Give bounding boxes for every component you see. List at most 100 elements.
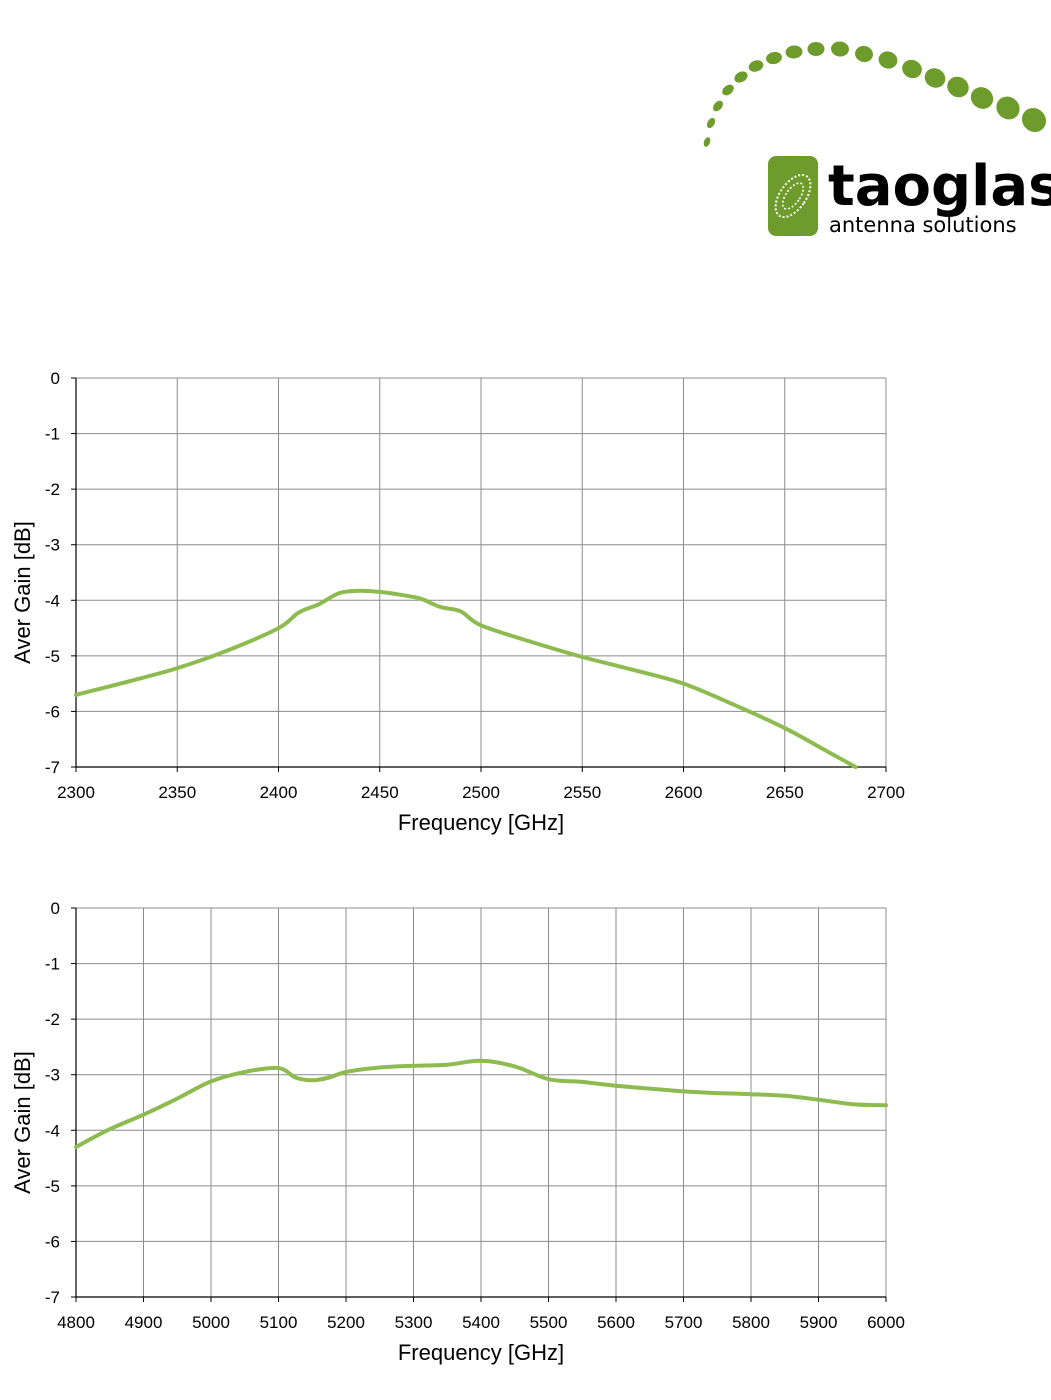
gain-chart-5000-band: 0 -1 -2 -3 -4 -5 -6 -7 4800 4900 5000 5100 5200 5300 5…: [10, 899, 905, 1365]
y-tick-label: 0: [51, 899, 60, 918]
gain-series-line: [74, 588, 858, 769]
gain-data-point: [294, 1077, 296, 1078]
x-axis-label: Frequency [GHz]: [398, 1340, 564, 1365]
logo-dot-0: [703, 137, 711, 147]
gain-data-point: [851, 1103, 853, 1105]
gain-data-point: [440, 606, 441, 608]
logo-dot-9: [831, 41, 849, 57]
gain-data-point: [716, 1092, 718, 1094]
gain-data-point: [278, 1067, 279, 1069]
x-tick-label: 2450: [361, 783, 399, 802]
x-tick-label: 5700: [665, 1313, 703, 1332]
y-tick-label: -3: [45, 536, 60, 555]
x-tick-label: 5300: [395, 1313, 433, 1332]
logo-dot-14: [947, 76, 969, 98]
gain-data-point: [581, 656, 583, 658]
logo-wordmark: taoglas: [828, 154, 1051, 219]
logo-mark-icon: [768, 156, 818, 236]
logo-tagline: antenna solutions: [829, 213, 1017, 237]
gain-data-point: [632, 669, 634, 671]
logo-dot-5: [748, 60, 764, 72]
gain-data-point: [338, 592, 340, 594]
x-tick-label: 5000: [192, 1313, 230, 1332]
y-tick-label: -2: [45, 1010, 60, 1029]
y-tick-label: -5: [45, 647, 60, 666]
gain-data-point: [298, 612, 300, 613]
logo-dot-16: [996, 96, 1020, 120]
gain-data-point: [379, 1067, 381, 1068]
gain-data-point: [750, 1093, 752, 1095]
x-tick-label: 5100: [260, 1313, 298, 1332]
y-tick-label: -7: [45, 758, 60, 777]
y-axis-label: Aver Gain [dB]: [10, 1051, 35, 1194]
gain-data-point: [460, 610, 462, 612]
gain-data-point: [328, 1077, 330, 1078]
grid: [76, 907, 887, 1297]
logo-dot-17: [1021, 108, 1047, 132]
gain-data-point: [143, 1114, 144, 1116]
logo-dot-11: [878, 51, 898, 69]
taoglas-logo: taoglas antenna solutions: [703, 41, 1051, 237]
gain-data-point: [855, 766, 857, 768]
gain-data-point: [176, 667, 178, 669]
x-tick-label: 4800: [57, 1313, 95, 1332]
x-tick-label: 5800: [732, 1313, 770, 1332]
gain-data-point: [75, 694, 77, 696]
gain-data-point: [885, 1104, 887, 1106]
logo-dot-6: [766, 51, 782, 65]
x-tick-label: 5200: [327, 1313, 365, 1332]
gain-data-point: [446, 1064, 448, 1066]
x-tick-label: 2650: [766, 783, 804, 802]
x-tick-label: 6000: [867, 1313, 905, 1332]
gain-data-point: [345, 1071, 347, 1073]
y-tick-label: -5: [45, 1177, 60, 1196]
gain-data-point: [419, 598, 421, 600]
gain-data-point: [227, 649, 229, 651]
x-tick-label: 2400: [260, 783, 298, 802]
gain-data-point: [75, 1146, 77, 1148]
logo-dot-13: [924, 68, 946, 88]
gain-data-point: [649, 1088, 651, 1090]
y-tick-label: -6: [45, 1232, 60, 1251]
gain-data-point: [176, 1098, 178, 1100]
x-axis-label: Frequency [GHz]: [398, 810, 564, 835]
gain-data-point: [733, 704, 735, 706]
logo-dot-10: [855, 45, 873, 63]
gain-data-point: [109, 1128, 111, 1130]
x-tick-label: 2600: [665, 783, 703, 802]
gain-data-point: [318, 603, 320, 605]
logo-dot-12: [902, 59, 922, 79]
y-tick-label: -1: [45, 425, 60, 444]
y-tick-label: -4: [45, 1121, 60, 1140]
x-tick-label: 2300: [57, 783, 95, 802]
x-tick-label: 2350: [158, 783, 196, 802]
x-tick-label: 5900: [800, 1313, 838, 1332]
y-tick-label: -7: [45, 1288, 60, 1307]
x-tick-label: 2700: [867, 783, 905, 802]
gain-data-point: [818, 1099, 819, 1101]
gain-data-point: [531, 641, 533, 643]
x-tick-label: 5400: [462, 1313, 500, 1332]
gain-data-point: [514, 1065, 516, 1067]
logo-dot-15: [970, 87, 994, 109]
y-tick-label: -3: [45, 1066, 60, 1085]
y-tick-label: -1: [45, 955, 60, 974]
grid: [76, 377, 887, 767]
gain-data-point: [399, 594, 401, 596]
gain-data-point: [126, 681, 128, 683]
gain-data-point: [683, 683, 684, 685]
y-tick-label: -2: [45, 480, 60, 499]
gain-data-point: [278, 627, 279, 629]
gain-data-point: [784, 1095, 786, 1097]
y-tick-label: 0: [51, 369, 60, 388]
gain-data-point: [210, 1080, 212, 1082]
gain-data-point: [413, 1065, 414, 1067]
gain-data-point: [581, 1081, 583, 1083]
x-tick-label: 5600: [597, 1313, 635, 1332]
logo-dot-2: [713, 100, 723, 112]
logo-dot-3: [722, 84, 734, 96]
logo-dot-7: [785, 45, 803, 59]
y-axis-label: Aver Gain [dB]: [10, 521, 35, 664]
x-tick-label: 5500: [530, 1313, 568, 1332]
gain-data-point: [548, 1078, 549, 1080]
